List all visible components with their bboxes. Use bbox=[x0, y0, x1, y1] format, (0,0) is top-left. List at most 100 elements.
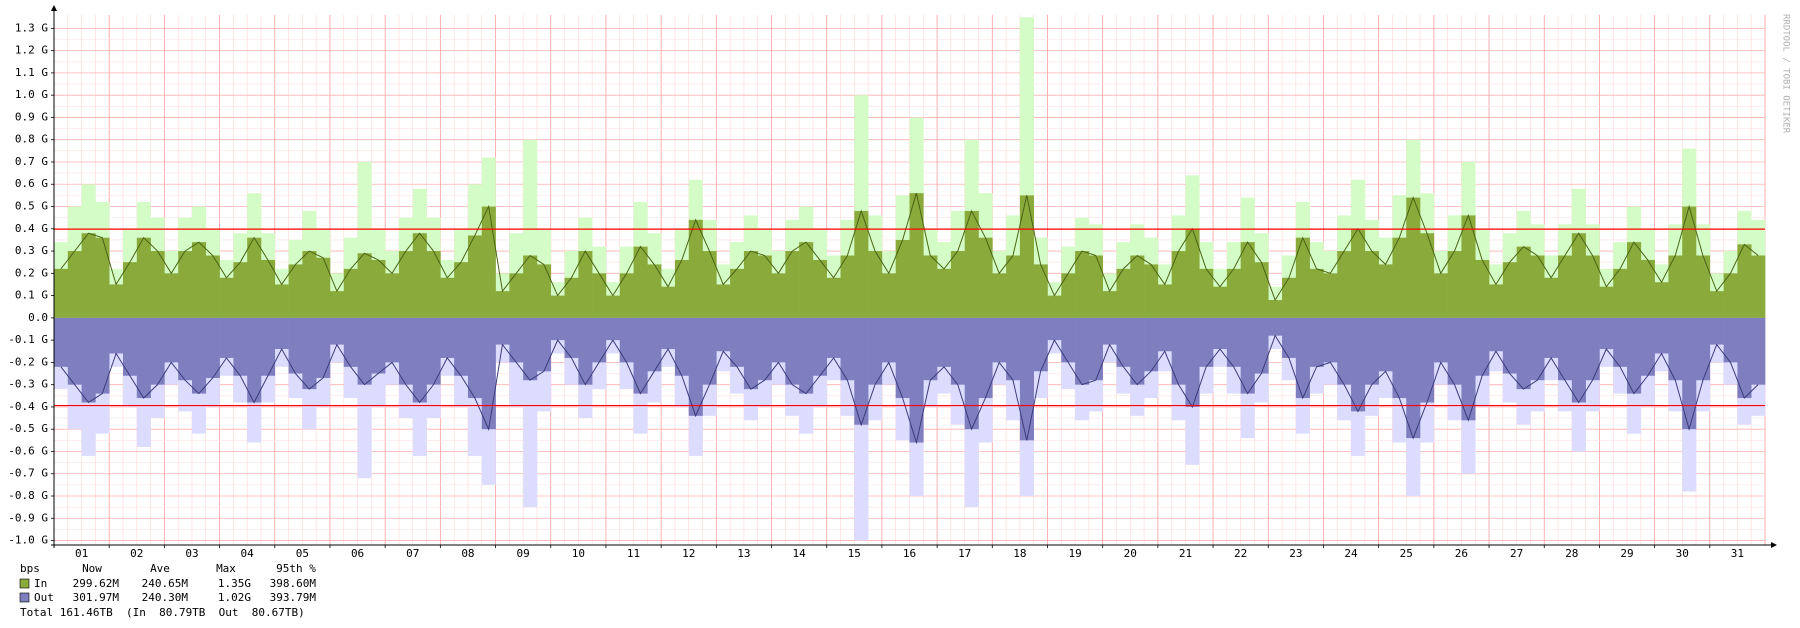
average-bar bbox=[1654, 282, 1669, 318]
y-axis-arrow bbox=[51, 5, 57, 11]
average-bar bbox=[371, 317, 386, 374]
average-bar bbox=[826, 277, 841, 318]
x-tick-label: 23 bbox=[1289, 547, 1302, 560]
legend-value: 1.02G bbox=[218, 591, 251, 604]
average-bar bbox=[978, 317, 993, 399]
average-bar bbox=[1475, 317, 1490, 376]
average-bar bbox=[1668, 255, 1683, 318]
average-bar bbox=[1185, 228, 1200, 318]
y-tick-label: -0.2 G bbox=[8, 355, 48, 368]
average-bar bbox=[1047, 295, 1062, 318]
average-bar bbox=[109, 284, 124, 318]
average-bar bbox=[191, 317, 207, 394]
average-bar bbox=[1737, 317, 1752, 399]
average-bar bbox=[1461, 317, 1476, 421]
x-tick-label: 28 bbox=[1565, 547, 1578, 560]
average-bar bbox=[1558, 317, 1573, 381]
y-tick-label: -1.0 G bbox=[8, 534, 48, 547]
average-bar bbox=[523, 317, 538, 381]
average-bar bbox=[136, 317, 151, 399]
average-bar bbox=[1033, 317, 1048, 372]
average-bar bbox=[1475, 259, 1490, 318]
average-bar bbox=[1709, 317, 1724, 345]
x-tick-label: 02 bbox=[130, 547, 143, 560]
y-tick-label: -0.7 G bbox=[8, 467, 48, 480]
average-bar bbox=[647, 317, 662, 372]
x-tick-label: 13 bbox=[737, 547, 750, 560]
average-bar bbox=[730, 317, 745, 367]
y-tick-label: 0.6 G bbox=[15, 177, 48, 190]
average-bar bbox=[1682, 206, 1697, 318]
average-bar bbox=[1420, 233, 1435, 318]
average-bar bbox=[1019, 195, 1034, 318]
average-bar bbox=[398, 251, 414, 318]
average-bar bbox=[1558, 255, 1573, 318]
average-bar bbox=[633, 317, 648, 394]
average-bar bbox=[178, 317, 193, 381]
average-bar bbox=[895, 317, 910, 399]
average-bar bbox=[1019, 317, 1034, 441]
average-bar bbox=[1254, 262, 1269, 318]
average-bar bbox=[799, 242, 814, 318]
average-bar bbox=[1751, 317, 1766, 385]
average-bar bbox=[385, 317, 400, 363]
y-tick-label: -0.1 G bbox=[8, 333, 48, 346]
x-tick-label: 19 bbox=[1068, 547, 1081, 560]
average-bar bbox=[122, 262, 138, 318]
average-bar bbox=[1088, 317, 1103, 381]
average-bar bbox=[1295, 317, 1310, 399]
average-bar bbox=[909, 193, 924, 318]
average-bar bbox=[854, 210, 869, 318]
average-bar bbox=[136, 237, 151, 318]
average-bar bbox=[440, 277, 455, 318]
average-bar bbox=[647, 264, 662, 318]
legend-total: Total 161.46TB (In 80.79TB Out 80.67TB) bbox=[20, 606, 305, 619]
average-bar bbox=[1668, 317, 1683, 381]
x-tick-label: 16 bbox=[903, 547, 916, 560]
average-bar bbox=[840, 317, 855, 381]
average-bar bbox=[67, 251, 82, 318]
average-bar bbox=[730, 268, 745, 318]
average-bar bbox=[122, 317, 138, 376]
average-bar bbox=[950, 317, 965, 385]
y-tick-label: 1.2 G bbox=[15, 44, 48, 57]
average-bar bbox=[564, 277, 579, 318]
average-bar bbox=[1489, 284, 1504, 318]
x-tick-label: 05 bbox=[296, 547, 309, 560]
average-bar bbox=[868, 251, 883, 318]
average-bar bbox=[881, 273, 897, 318]
y-tick-label: 0.0 bbox=[28, 311, 48, 324]
x-tick-label: 22 bbox=[1234, 547, 1247, 560]
average-bar bbox=[1723, 317, 1738, 363]
average-bar bbox=[1240, 317, 1255, 394]
x-tick-label: 03 bbox=[185, 547, 198, 560]
average-bar bbox=[1282, 277, 1297, 318]
average-bar bbox=[1337, 317, 1352, 385]
legend-swatch bbox=[19, 592, 30, 603]
average-bar bbox=[205, 255, 220, 318]
average-bar bbox=[592, 317, 607, 363]
average-bar bbox=[1696, 255, 1711, 318]
x-tick-label: 20 bbox=[1124, 547, 1137, 560]
average-bar bbox=[771, 317, 786, 363]
average-bar bbox=[274, 317, 289, 350]
average-bar bbox=[1530, 317, 1545, 381]
average-bar bbox=[619, 273, 634, 318]
average-bar bbox=[1364, 251, 1379, 318]
average-bar bbox=[868, 317, 883, 385]
average-bar bbox=[923, 255, 938, 318]
average-bar bbox=[385, 273, 400, 318]
average-bar bbox=[605, 317, 621, 341]
average-bar bbox=[964, 317, 979, 430]
average-bar bbox=[840, 255, 855, 318]
x-tick-label: 30 bbox=[1676, 547, 1689, 560]
average-bar bbox=[1351, 317, 1366, 412]
average-bar bbox=[1254, 317, 1269, 374]
average-bar bbox=[1516, 246, 1531, 318]
y-tick-label: -0.3 G bbox=[8, 378, 48, 391]
y-tick-label: 0.5 G bbox=[15, 200, 48, 213]
average-bar bbox=[674, 317, 690, 376]
average-bar bbox=[1420, 317, 1435, 403]
y-tick-label: 0.7 G bbox=[15, 155, 48, 168]
average-bar bbox=[1199, 268, 1214, 318]
